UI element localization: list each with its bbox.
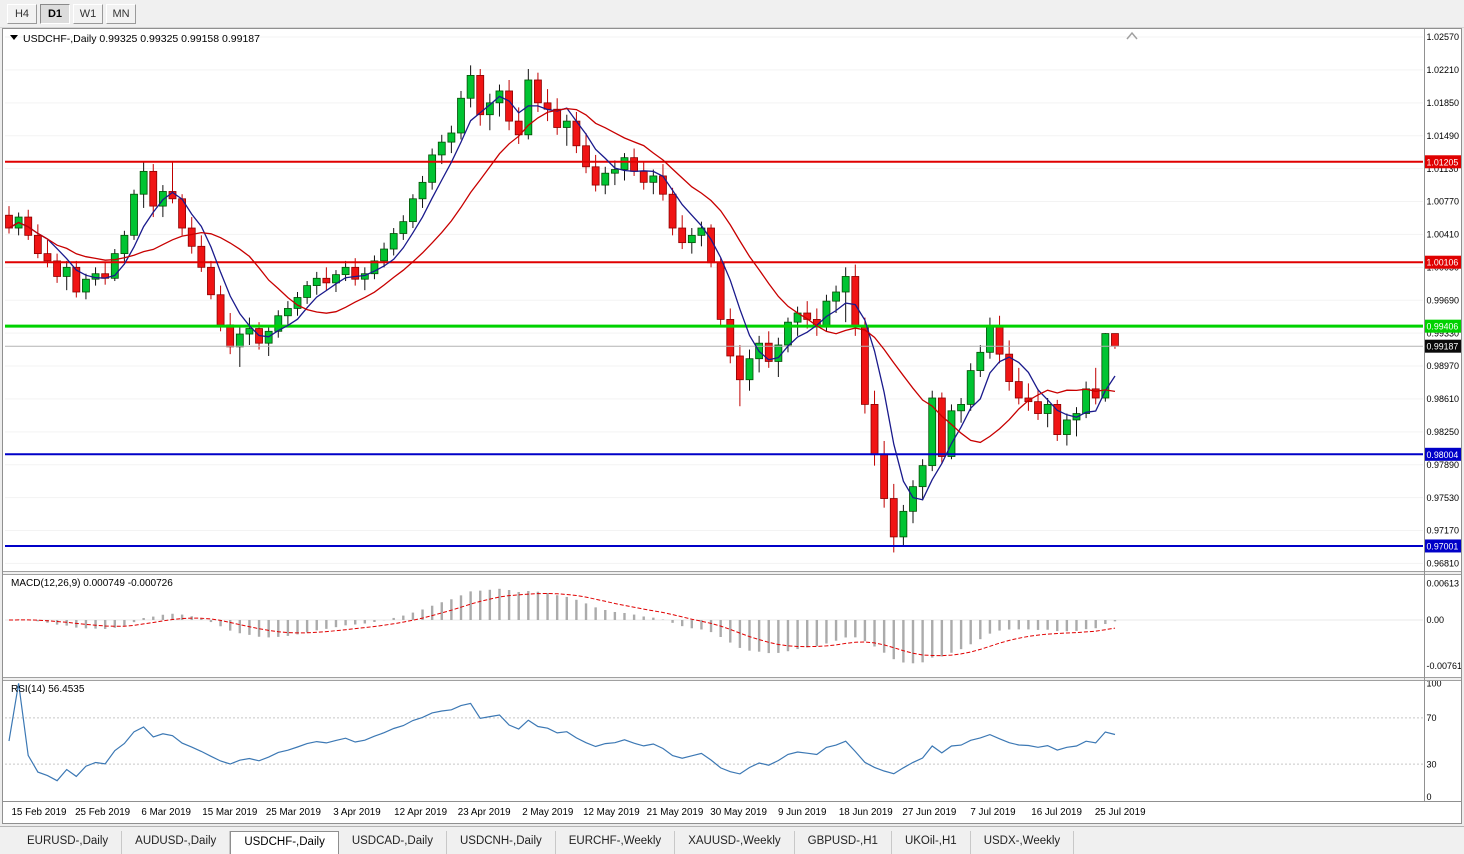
svg-text:0.97890: 0.97890: [1427, 460, 1460, 470]
svg-text:2 May 2019: 2 May 2019: [522, 807, 573, 818]
svg-text:-0.00761: -0.00761: [1427, 661, 1462, 671]
timeframe-button-h4[interactable]: H4: [7, 3, 37, 24]
timeframe-toolbar: H4 D1 W1 MN: [0, 0, 1464, 28]
macd-label: MACD(12,26,9) 0.000749 -0.000726: [11, 578, 173, 589]
svg-text:21 May 2019: 21 May 2019: [647, 807, 704, 818]
svg-text:18 Jun 2019: 18 Jun 2019: [839, 807, 893, 818]
symbol-tabbar: EURUSD-,Daily AUDUSD-,Daily USDCHF-,Daily U…: [0, 826, 1464, 854]
svg-text:1.01130: 1.01130: [1427, 164, 1459, 174]
svg-text:0.98250: 0.98250: [1427, 427, 1460, 437]
svg-text:3 Apr 2019: 3 Apr 2019: [333, 807, 380, 818]
level-lines[interactable]: [5, 160, 1423, 547]
svg-text:25 Feb 2019: 25 Feb 2019: [75, 807, 130, 818]
svg-text:0.97170: 0.97170: [1427, 526, 1460, 536]
svg-text:100: 100: [1427, 679, 1442, 689]
svg-text:1.00770: 1.00770: [1427, 197, 1460, 207]
svg-text:0: 0: [1427, 792, 1432, 802]
current-price-badge: [1425, 339, 1461, 353]
svg-text:0.98004: 0.98004: [1427, 450, 1459, 460]
svg-text:1.00410: 1.00410: [1427, 230, 1460, 240]
symbol-tab-eurusd[interactable]: EURUSD-,Daily: [14, 831, 123, 854]
svg-text:1.02210: 1.02210: [1427, 65, 1460, 75]
svg-text:30 May 2019: 30 May 2019: [710, 807, 767, 818]
symbol-tab-usdcnh[interactable]: USDCNH-,Daily: [447, 831, 556, 854]
svg-text:0.98610: 0.98610: [1427, 394, 1460, 404]
symbol-tab-usdcad[interactable]: USDCAD-,Daily: [339, 831, 447, 854]
svg-text:1.01490: 1.01490: [1427, 131, 1460, 141]
svg-text:15 Mar 2019: 15 Mar 2019: [202, 807, 257, 818]
timeframe-button-w1[interactable]: W1: [73, 3, 103, 24]
svg-text:25 Jul 2019: 25 Jul 2019: [1095, 807, 1146, 818]
svg-text:6 Mar 2019: 6 Mar 2019: [141, 807, 191, 818]
rsi-label: RSI(14) 56.4535: [11, 684, 85, 695]
svg-text:0.96810: 0.96810: [1427, 559, 1460, 569]
svg-text:0.98970: 0.98970: [1427, 361, 1460, 371]
panel-dividers[interactable]: [3, 29, 1461, 802]
price-badges: 1.01205 1.00106 0.99406 0.98004 0.97001 0.991…: [1425, 155, 1461, 553]
svg-text:27 Jun 2019: 27 Jun 2019: [902, 807, 956, 818]
svg-text:0.99187: 0.99187: [1427, 342, 1459, 352]
svg-text:0.97001: 0.97001: [1427, 541, 1459, 551]
price-grid: 1.02570 1.02210 1.01850 1.01490 1.01130 1.007…: [5, 32, 1460, 569]
chart-title: USDCHF-,Daily 0.99325 0.99325 0.99158 0.…: [23, 33, 260, 45]
time-axis: 15 Feb 2019 25 Feb 2019 6 Mar 2019 15 Mar 2…: [11, 807, 1145, 818]
macd-axis: 0.00613 0.00 -0.00761: [5, 578, 1462, 671]
svg-text:12 Apr 2019: 12 Apr 2019: [394, 807, 447, 818]
candles-layer: [5, 65, 1119, 553]
symbol-tab-gbpusd[interactable]: GBPUSD-,H1: [795, 831, 892, 854]
timeframe-button-d1[interactable]: D1: [40, 3, 70, 24]
svg-text:1.01850: 1.01850: [1427, 98, 1460, 108]
rsi-layer: [8, 683, 1116, 782]
svg-text:12 May 2019: 12 May 2019: [583, 807, 640, 818]
svg-text:1.01205: 1.01205: [1427, 157, 1459, 167]
symbol-tab-eurchf[interactable]: EURCHF-,Weekly: [556, 831, 676, 854]
chart-labels: USDCHF-,Daily 0.99325 0.99325 0.99158 0.…: [10, 33, 260, 695]
chart-window[interactable]: 1.02570 1.02210 1.01850 1.01490 1.01130 1.007…: [2, 28, 1462, 824]
svg-text:70: 70: [1427, 713, 1437, 723]
svg-text:30: 30: [1427, 759, 1437, 769]
svg-text:0.99330: 0.99330: [1427, 328, 1460, 338]
symbol-tab-ukoil[interactable]: UKOil-,H1: [892, 831, 971, 854]
chart-title-dropdown-icon: [10, 35, 18, 40]
moving-averages-layer: [8, 95, 1116, 501]
svg-text:0.99406: 0.99406: [1427, 322, 1459, 332]
symbol-tab-xauusd[interactable]: XAUUSD-,Weekly: [675, 831, 795, 854]
svg-text:23 Apr 2019: 23 Apr 2019: [458, 807, 511, 818]
svg-text:0.99690: 0.99690: [1427, 295, 1460, 305]
svg-text:0.00613: 0.00613: [1427, 578, 1460, 588]
rsi-axis: 100 70 30 0: [5, 679, 1442, 802]
symbol-tab-audusd[interactable]: AUDUSD-,Daily: [122, 831, 231, 854]
svg-text:16 Jul 2019: 16 Jul 2019: [1031, 807, 1082, 818]
svg-text:9 Jun 2019: 9 Jun 2019: [778, 807, 826, 818]
chart-shift-marker: [1126, 31, 1138, 40]
svg-text:0.97530: 0.97530: [1427, 493, 1460, 503]
svg-text:0.00: 0.00: [1427, 615, 1445, 625]
symbol-tab-usdchf[interactable]: USDCHF-,Daily: [230, 831, 339, 854]
svg-text:1.02570: 1.02570: [1427, 32, 1460, 42]
macd-layer: [8, 588, 1117, 664]
timeframe-button-mn[interactable]: MN: [106, 3, 136, 24]
symbol-tab-usdx[interactable]: USDX-,Weekly: [971, 831, 1075, 854]
chart-canvas[interactable]: 1.02570 1.02210 1.01850 1.01490 1.01130 1.007…: [3, 29, 1462, 823]
svg-text:7 Jul 2019: 7 Jul 2019: [970, 807, 1015, 818]
svg-text:25 Mar 2019: 25 Mar 2019: [266, 807, 321, 818]
svg-text:1.00106: 1.00106: [1427, 258, 1459, 268]
svg-text:15 Feb 2019: 15 Feb 2019: [11, 807, 66, 818]
